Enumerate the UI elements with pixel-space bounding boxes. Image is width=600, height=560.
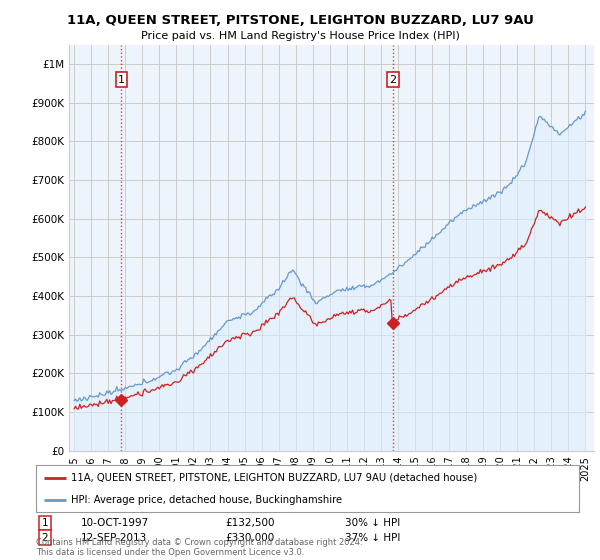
Text: 2: 2 xyxy=(389,74,397,85)
Text: £132,500: £132,500 xyxy=(225,518,275,528)
Text: 12-SEP-2013: 12-SEP-2013 xyxy=(81,533,147,543)
Text: 11A, QUEEN STREET, PITSTONE, LEIGHTON BUZZARD, LU7 9AU (detached house): 11A, QUEEN STREET, PITSTONE, LEIGHTON BU… xyxy=(71,473,478,483)
Text: 30% ↓ HPI: 30% ↓ HPI xyxy=(345,518,400,528)
Text: 10-OCT-1997: 10-OCT-1997 xyxy=(81,518,149,528)
Text: 2: 2 xyxy=(41,533,49,543)
Text: £330,000: £330,000 xyxy=(225,533,274,543)
Text: Contains HM Land Registry data © Crown copyright and database right 2024.
This d: Contains HM Land Registry data © Crown c… xyxy=(36,538,362,557)
Text: HPI: Average price, detached house, Buckinghamshire: HPI: Average price, detached house, Buck… xyxy=(71,494,343,505)
Text: 37% ↓ HPI: 37% ↓ HPI xyxy=(345,533,400,543)
Text: 1: 1 xyxy=(41,518,49,528)
Text: 1: 1 xyxy=(118,74,125,85)
Text: Price paid vs. HM Land Registry's House Price Index (HPI): Price paid vs. HM Land Registry's House … xyxy=(140,31,460,41)
Text: 11A, QUEEN STREET, PITSTONE, LEIGHTON BUZZARD, LU7 9AU: 11A, QUEEN STREET, PITSTONE, LEIGHTON BU… xyxy=(67,14,533,27)
